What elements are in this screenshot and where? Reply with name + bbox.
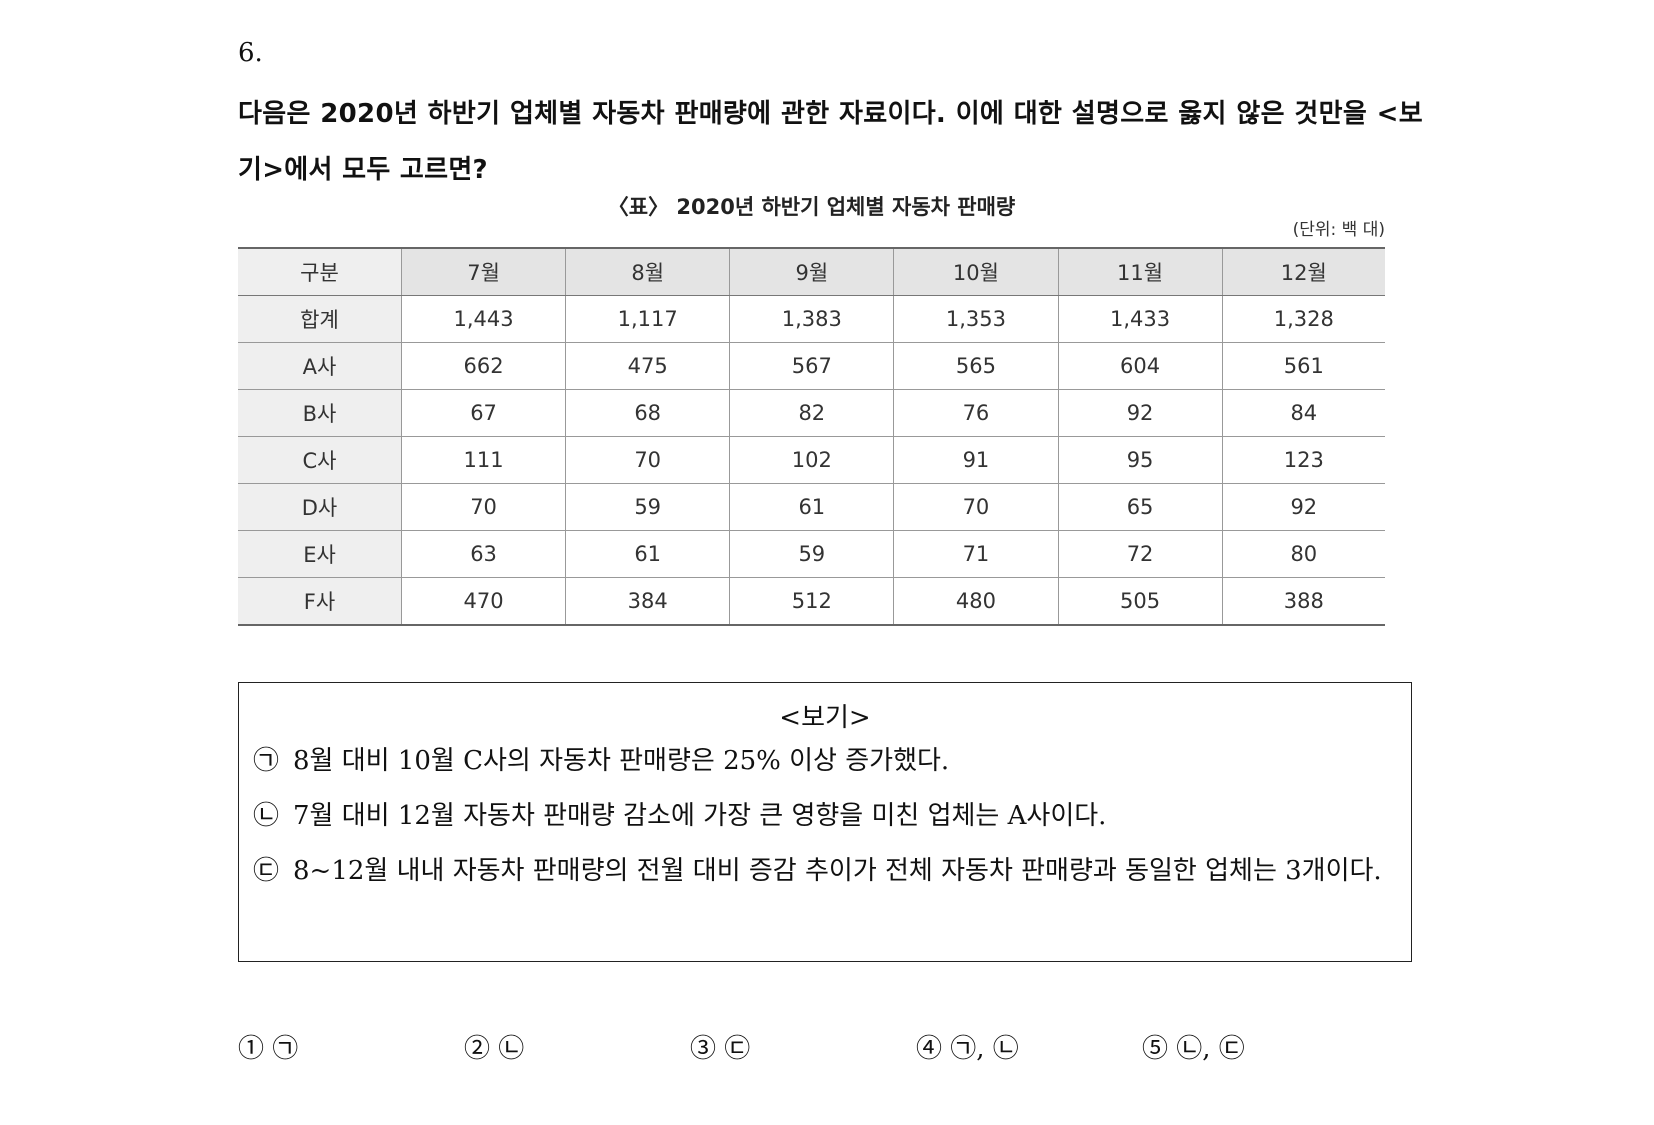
bogi-item-text: 8~12월 내내 자동차 판매량의 전월 대비 증감 추이가 전체 자동차 판매… bbox=[293, 856, 1382, 886]
table-cell: 384 bbox=[565, 577, 730, 626]
table-cell: 76 bbox=[893, 389, 1058, 437]
column-header: 8월 bbox=[565, 247, 730, 296]
bogi-item-text: 7월 대비 12월 자동차 판매량 감소에 가장 큰 영향을 미친 업체는 A사… bbox=[293, 801, 1107, 831]
table-cell: 59 bbox=[565, 483, 730, 531]
table-cell: 480 bbox=[893, 577, 1058, 626]
table-cell: 61 bbox=[565, 530, 730, 578]
table-cell: 1,117 bbox=[565, 295, 730, 343]
table-cell: 70 bbox=[565, 436, 730, 484]
table-cell: 102 bbox=[729, 436, 894, 484]
table-cell: 512 bbox=[729, 577, 894, 626]
table-cell: 475 bbox=[565, 342, 730, 390]
table-row: 합계 1,443 1,117 1,383 1,353 1,433 1,328 bbox=[238, 295, 1385, 343]
row-label: D사 bbox=[238, 483, 402, 531]
table-cell: 70 bbox=[893, 483, 1058, 531]
table-cell: 604 bbox=[1057, 342, 1223, 390]
table-header-row: 구분 7월 8월 9월 10월 11월 12월 bbox=[238, 247, 1385, 296]
answer-choice-4[interactable]: ④ ㉠, ㉡ bbox=[916, 1034, 1019, 1064]
column-header: 12월 bbox=[1221, 247, 1385, 296]
table-cell: 505 bbox=[1057, 577, 1223, 626]
table-row: B사 67 68 82 76 92 84 bbox=[238, 389, 1385, 437]
table-cell: 1,328 bbox=[1221, 295, 1385, 343]
table-row: E사 63 61 59 71 72 80 bbox=[238, 530, 1385, 578]
table-cell: 91 bbox=[893, 436, 1058, 484]
table-cell: 567 bbox=[729, 342, 894, 390]
row-label: F사 bbox=[238, 577, 402, 626]
table-row: D사 70 59 61 70 65 92 bbox=[238, 483, 1385, 531]
table-row: F사 470 384 512 480 505 388 bbox=[238, 577, 1385, 626]
question-text: 다음은 2020년 하반기 업체별 자동차 판매량에 관한 자료이다. 이에 대… bbox=[238, 99, 1423, 185]
table-cell: 95 bbox=[1057, 436, 1223, 484]
row-label: E사 bbox=[238, 530, 402, 578]
table-unit: (단위: 백 대) bbox=[1292, 220, 1385, 240]
row-label: C사 bbox=[238, 436, 402, 484]
table-cell: 71 bbox=[893, 530, 1058, 578]
table-cell: 72 bbox=[1057, 530, 1223, 578]
sales-table: 구분 7월 8월 9월 10월 11월 12월 합계 1,443 1,117 1… bbox=[238, 247, 1385, 626]
answer-choice-1[interactable]: ① ㉠ bbox=[238, 1034, 299, 1064]
table-cell: 68 bbox=[565, 389, 730, 437]
table-cell: 70 bbox=[400, 483, 566, 531]
table-title: 〈표〉 2020년 하반기 업체별 자동차 판매량 bbox=[607, 195, 1016, 219]
table-cell: 388 bbox=[1221, 577, 1385, 626]
table-row: A사 662 475 567 565 604 561 bbox=[238, 342, 1385, 390]
table-cell: 92 bbox=[1057, 389, 1223, 437]
column-header: 11월 bbox=[1057, 247, 1223, 296]
column-header: 10월 bbox=[893, 247, 1058, 296]
column-header: 9월 bbox=[729, 247, 894, 296]
column-header: 7월 bbox=[400, 247, 566, 296]
bogi-item: ㉠ 8월 대비 10월 C사의 자동차 판매량은 25% 이상 증가했다. bbox=[253, 734, 1395, 789]
table-cell: 80 bbox=[1221, 530, 1385, 578]
answer-choice-2[interactable]: ② ㉡ bbox=[464, 1034, 525, 1064]
table-cell: 1,383 bbox=[729, 295, 894, 343]
bogi-item: ㉡ 7월 대비 12월 자동차 판매량 감소에 가장 큰 영향을 미친 업체는 … bbox=[253, 789, 1395, 844]
bogi-marker: ㉡ bbox=[253, 801, 280, 831]
table-cell: 82 bbox=[729, 389, 894, 437]
table-cell: 662 bbox=[400, 342, 566, 390]
table-cell: 59 bbox=[729, 530, 894, 578]
row-label: B사 bbox=[238, 389, 402, 437]
table-cell: 561 bbox=[1221, 342, 1385, 390]
row-label: 합계 bbox=[238, 295, 402, 343]
table-cell: 470 bbox=[400, 577, 566, 626]
row-label: A사 bbox=[238, 342, 402, 390]
table-cell: 67 bbox=[400, 389, 566, 437]
question-number: 6. bbox=[238, 38, 263, 68]
answer-choice-5[interactable]: ⑤ ㉡, ㉢ bbox=[1142, 1034, 1245, 1064]
bogi-box: <보기> ㉠ 8월 대비 10월 C사의 자동차 판매량은 25% 이상 증가했… bbox=[238, 682, 1412, 962]
table-cell: 84 bbox=[1221, 389, 1385, 437]
table-cell: 61 bbox=[729, 483, 894, 531]
table-cell: 111 bbox=[400, 436, 566, 484]
table-cell: 1,443 bbox=[400, 295, 566, 343]
table-cell: 63 bbox=[400, 530, 566, 578]
table-cell: 1,433 bbox=[1057, 295, 1223, 343]
bogi-item-text: 8월 대비 10월 C사의 자동차 판매량은 25% 이상 증가했다. bbox=[293, 746, 950, 776]
bogi-item: ㉢ 8~12월 내내 자동차 판매량의 전월 대비 증감 추이가 전체 자동차 … bbox=[253, 844, 1395, 899]
table-cell: 65 bbox=[1057, 483, 1223, 531]
table-cell: 123 bbox=[1221, 436, 1385, 484]
table-row: C사 111 70 102 91 95 123 bbox=[238, 436, 1385, 484]
bogi-marker: ㉢ bbox=[253, 856, 280, 886]
table-cell: 92 bbox=[1221, 483, 1385, 531]
bogi-title: <보기> bbox=[779, 703, 871, 733]
bogi-marker: ㉠ bbox=[253, 746, 280, 776]
table-cell: 1,353 bbox=[893, 295, 1058, 343]
table-cell: 565 bbox=[893, 342, 1058, 390]
answer-choice-3[interactable]: ③ ㉢ bbox=[690, 1034, 751, 1064]
column-header: 구분 bbox=[238, 247, 402, 296]
